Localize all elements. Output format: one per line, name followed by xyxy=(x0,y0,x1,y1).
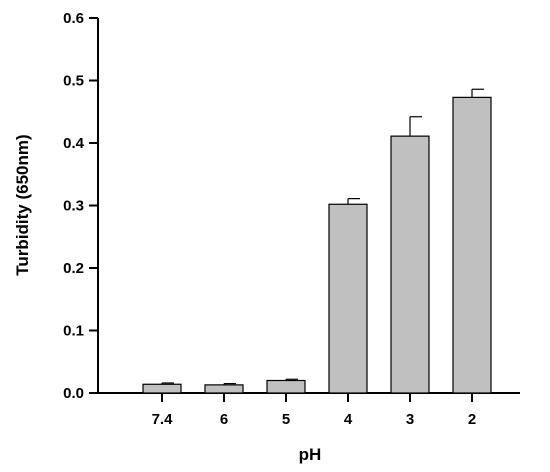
x-tick-label: 2 xyxy=(468,411,476,428)
bar xyxy=(266,379,306,394)
bar xyxy=(204,384,244,394)
y-tick-label: 0.0 xyxy=(63,385,84,402)
bars-group xyxy=(142,96,492,394)
y-tick-label: 0.2 xyxy=(63,260,84,277)
y-tick-label: 0.1 xyxy=(63,323,84,340)
x-tick-label: 6 xyxy=(220,411,228,428)
x-tick-label: 5 xyxy=(282,411,290,428)
y-axis xyxy=(89,17,99,394)
y-tick-label: 0.5 xyxy=(63,73,84,90)
y-tick-label: 0.3 xyxy=(63,198,84,215)
bar xyxy=(452,96,492,394)
x-tick-label: 4 xyxy=(344,411,353,428)
x-axis xyxy=(98,392,520,402)
x-tick-labels: 7.4 6 5 4 3 2 xyxy=(152,411,477,428)
x-tick-label: 3 xyxy=(406,411,414,428)
y-axis-title: Turbidity (650nm) xyxy=(13,134,32,275)
x-tick-label: 7.4 xyxy=(152,411,174,428)
bar xyxy=(390,135,430,394)
y-tick-label: 0.6 xyxy=(63,10,84,27)
y-tick-label: 0.4 xyxy=(63,135,85,152)
error-bars-group xyxy=(161,88,484,385)
x-axis-title: pH xyxy=(299,445,322,464)
bar xyxy=(328,203,368,394)
bar xyxy=(142,383,182,394)
y-tick-labels: 0.0 0.1 0.2 0.3 0.4 0.5 0.6 xyxy=(63,10,85,402)
